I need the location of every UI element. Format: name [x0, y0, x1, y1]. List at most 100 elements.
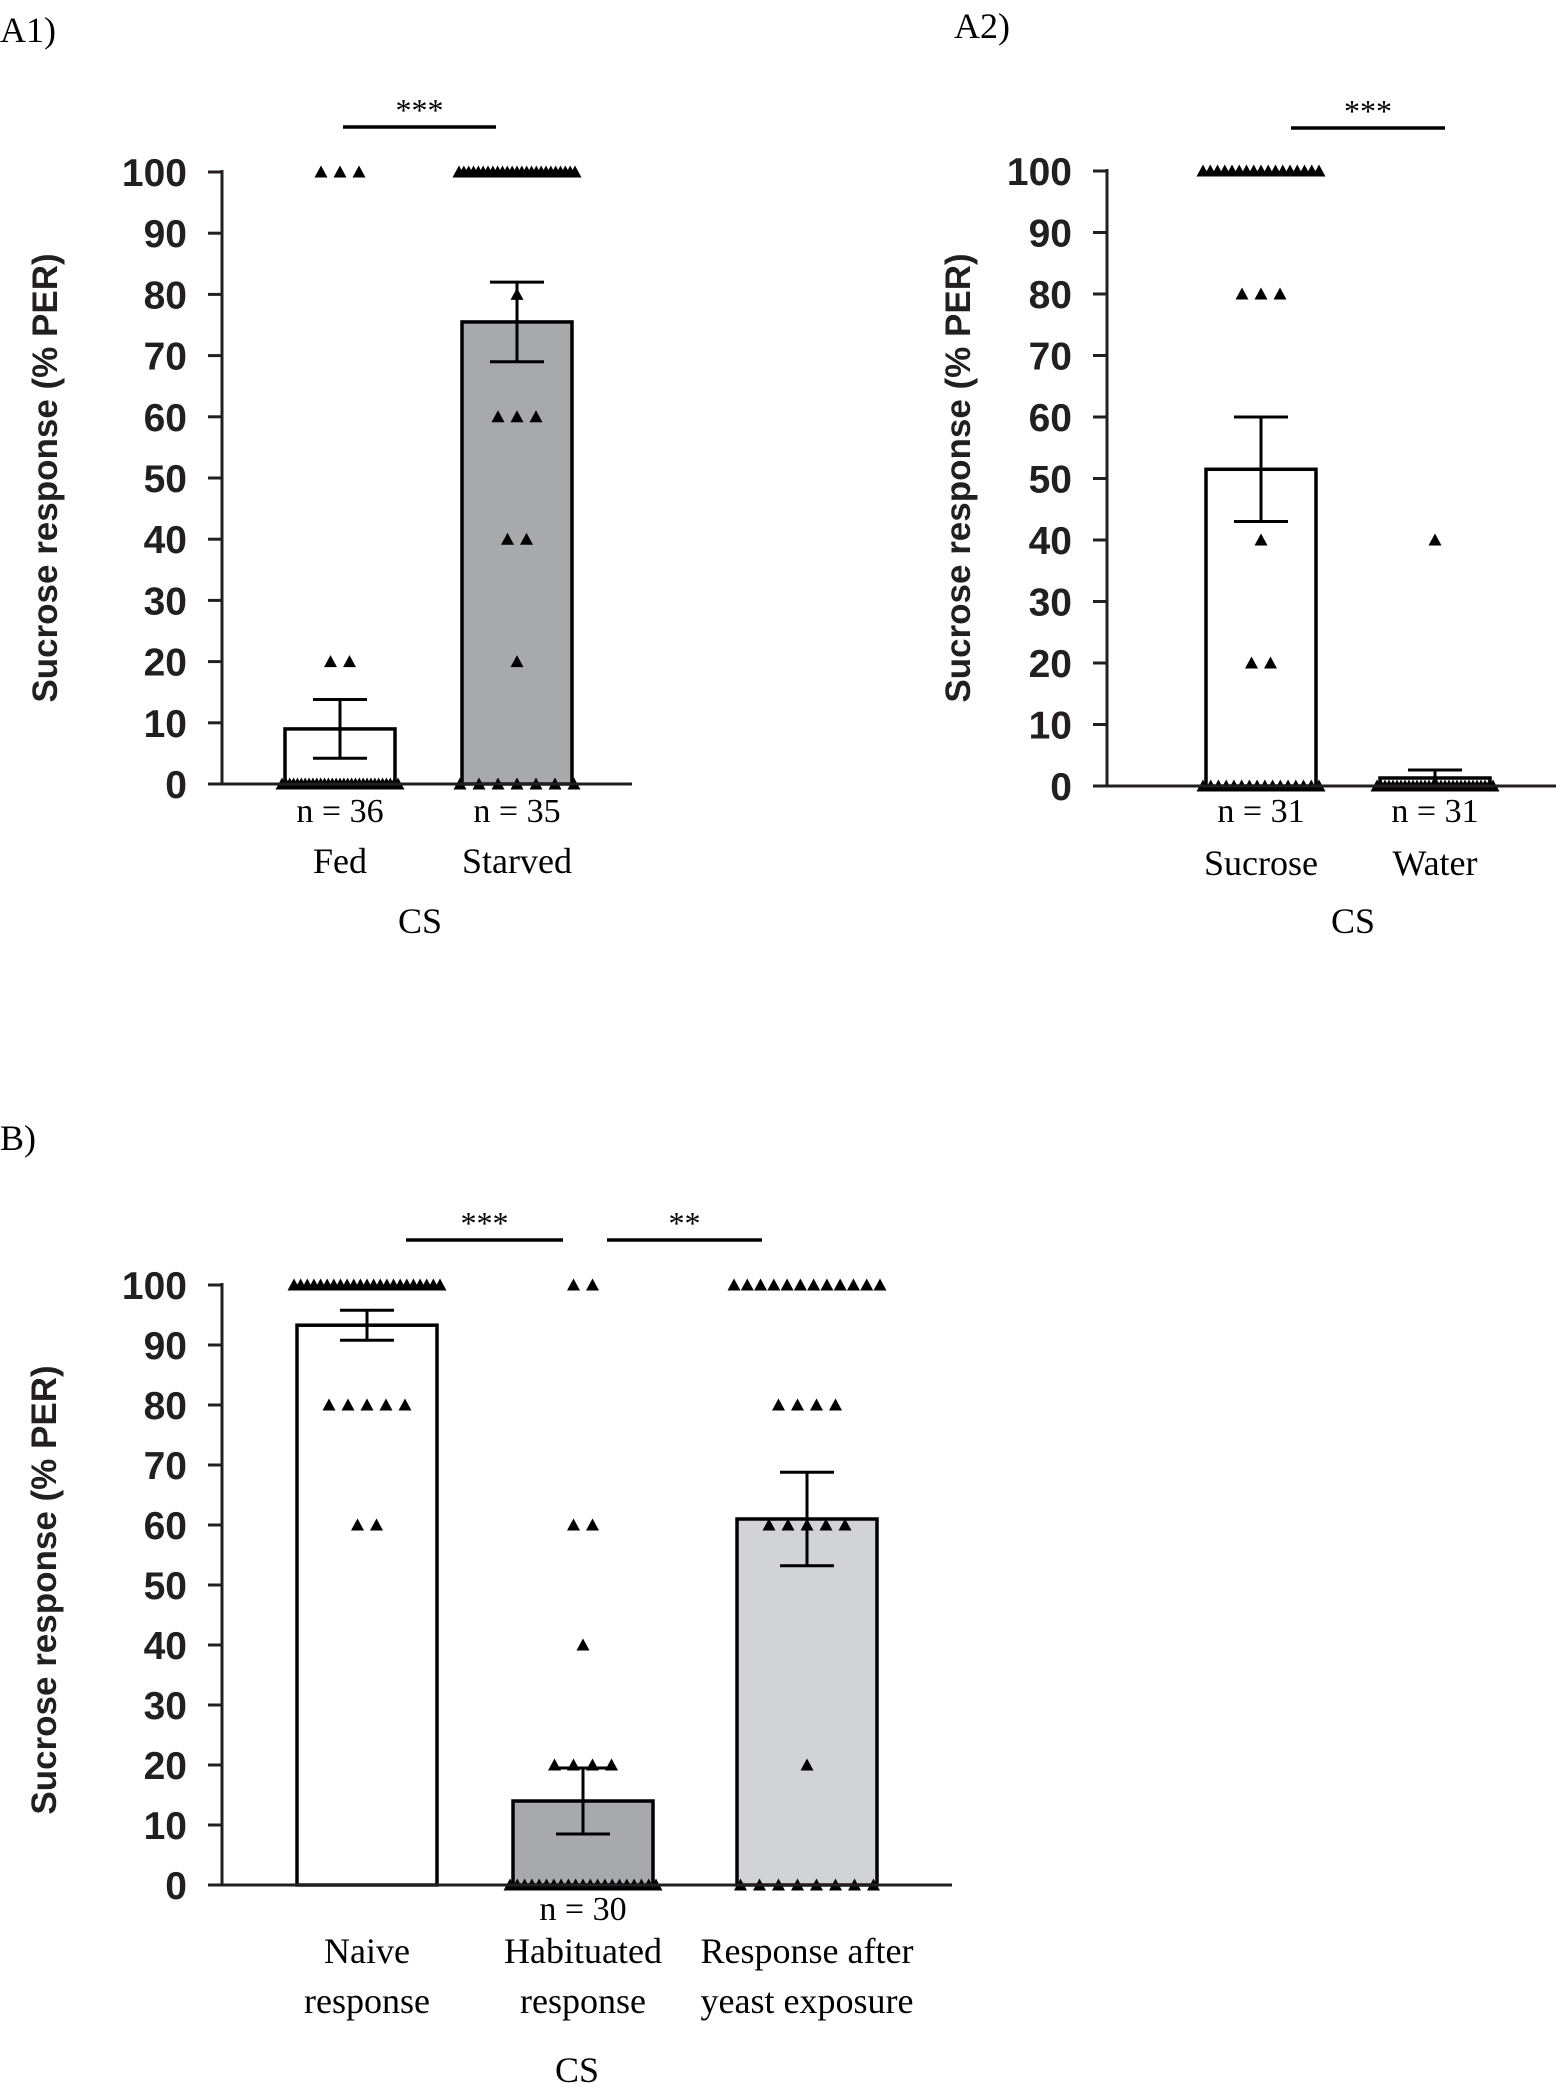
data-point-marker [322, 1398, 336, 1411]
panel-label: B) [0, 1118, 36, 1158]
y-tick-label: 80 [144, 274, 187, 317]
x-category-label: Sucrose [1204, 843, 1318, 883]
y-tick-label: 20 [144, 1745, 187, 1788]
data-point-marker [819, 1518, 833, 1531]
data-point-marker [370, 1518, 383, 1531]
data-point-marker [586, 1518, 599, 1531]
bar [735, 1517, 879, 1887]
y-tick-label: 30 [144, 1685, 187, 1728]
data-point-marker [781, 1518, 795, 1531]
data-point-marker [576, 1638, 590, 1651]
significance-label: *** [1344, 93, 1392, 129]
y-tick-label: 80 [1029, 274, 1072, 317]
data-point-marker [567, 1278, 580, 1291]
n-count-label: n = 30 [539, 1891, 626, 1928]
data-point-marker [568, 165, 582, 178]
y-tick-label: 40 [144, 519, 187, 562]
y-tick-label: 60 [1029, 397, 1072, 440]
data-point-marker [341, 1398, 355, 1411]
y-tick-label: 20 [1029, 643, 1072, 686]
y-tick-label: 90 [144, 213, 187, 256]
x-category-label: Fed [313, 841, 367, 881]
n-count-label: n = 31 [1217, 793, 1304, 830]
data-point-marker [762, 1518, 776, 1531]
data-point-marker [351, 1518, 364, 1531]
data-point-marker [352, 165, 366, 178]
data-point-marker [324, 655, 337, 668]
panel-label: A2) [954, 6, 1010, 46]
data-point-marker [491, 410, 505, 423]
data-point-marker [510, 655, 524, 668]
y-tick-label: 50 [1029, 459, 1072, 502]
y-tick-label: 10 [144, 703, 187, 746]
data-point-marker [754, 1278, 768, 1291]
y-tick-label: 100 [122, 1265, 187, 1308]
data-point-marker [379, 1398, 393, 1411]
data-point-marker [1312, 164, 1326, 177]
data-point-marker [314, 165, 328, 178]
data-point-marker [343, 655, 356, 668]
data-point-marker [501, 532, 514, 545]
y-tick-label: 70 [144, 1445, 187, 1488]
x-axis-label: CS [398, 901, 442, 941]
y-tick-label: 30 [144, 580, 187, 623]
y-tick-label: 0 [165, 1865, 187, 1908]
x-category-label: Response after [701, 1931, 914, 1971]
data-point-marker [860, 1278, 874, 1291]
y-tick-label: 70 [144, 336, 187, 379]
data-point-marker [791, 1398, 804, 1411]
x-category-label: Starved [462, 841, 572, 881]
data-point-marker [1235, 287, 1249, 300]
y-tick-label: 50 [144, 458, 187, 501]
y-tick-label: 40 [144, 1625, 187, 1668]
significance-label: *** [461, 1205, 509, 1241]
y-tick-label: 60 [144, 1505, 187, 1548]
data-point-marker [838, 1518, 852, 1531]
panel-label: A1) [0, 10, 56, 50]
data-point-marker [873, 1278, 887, 1291]
data-point-marker [780, 1278, 794, 1291]
data-point-marker [1254, 533, 1268, 546]
y-tick-label: 90 [144, 1325, 187, 1368]
n-count-label: n = 36 [296, 793, 383, 830]
y-tick-label: 20 [144, 642, 187, 685]
y-tick-label: 10 [144, 1805, 187, 1848]
data-point-marker [1245, 656, 1258, 669]
y-tick-label: 80 [144, 1385, 187, 1428]
x-category-label: response [520, 1981, 646, 2021]
y-axis-label: Sucrose response (% PER) [26, 253, 65, 702]
n-count-label: n = 31 [1391, 793, 1478, 830]
y-tick-label: 100 [1007, 151, 1072, 194]
y-tick-label: 90 [1029, 213, 1072, 256]
x-category-label: yeast exposure [701, 1981, 914, 2021]
panel-a1: A1) Sucrose response (% PER) 0 10 20 30 40 50 60… [0, 10, 632, 941]
data-point-marker [529, 410, 543, 423]
y-tick-label: 10 [1029, 705, 1072, 748]
data-point-marker [586, 1278, 599, 1291]
data-point-marker [333, 165, 347, 178]
data-point-marker [567, 1518, 580, 1531]
x-category-label: response [304, 1981, 430, 2021]
data-point-marker [807, 1278, 821, 1291]
y-tick-label: 30 [1029, 582, 1072, 625]
data-point-marker [772, 1398, 785, 1411]
y-tick-label: 50 [144, 1565, 187, 1608]
panel-a2: A2) Sucrose response (% PER) 0 10 20 30 40 50 60… [939, 6, 1556, 941]
data-point-marker [810, 1398, 823, 1411]
x-category-label: Habituated [504, 1931, 662, 1971]
data-point-marker [1254, 287, 1268, 300]
bar [460, 320, 574, 786]
y-tick-label: 60 [144, 397, 187, 440]
panel-b: B) Sucrose response (% PER) 0 10 20 30 40 50 60 7… [0, 1118, 952, 2090]
data-point-marker [510, 410, 524, 423]
data-point-marker [1264, 656, 1277, 669]
data-point-marker [820, 1278, 834, 1291]
y-axis-label: Sucrose response (% PER) [25, 1365, 64, 1814]
data-point-marker [727, 1278, 741, 1291]
y-tick-label: 70 [1029, 336, 1072, 379]
y-tick-label: 40 [1029, 520, 1072, 563]
y-tick-label: 0 [165, 764, 187, 807]
data-point-marker [829, 1398, 842, 1411]
data-point-marker [846, 1278, 860, 1291]
